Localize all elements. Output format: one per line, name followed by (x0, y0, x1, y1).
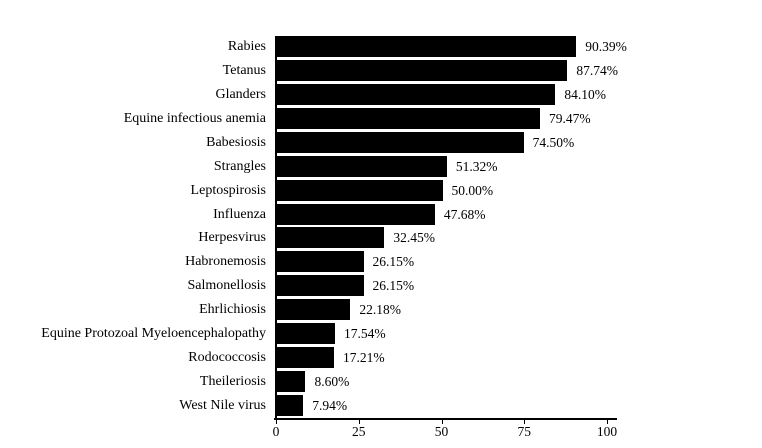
value-label: 90.39% (585, 39, 627, 55)
category-label: Leptospirosis (190, 182, 266, 198)
value-label: 8.60% (314, 373, 350, 389)
value-label: 84.10% (564, 87, 606, 103)
value-label: 32.45% (393, 230, 436, 246)
x-tick-mark (607, 420, 608, 424)
value-label: 7.94% (312, 397, 348, 413)
category-label: Ehrlichiosis (199, 302, 266, 318)
bar (277, 36, 577, 58)
value-label: 22.18% (359, 302, 402, 318)
x-tick-label: 100 (596, 424, 618, 439)
category-label: Equine infectious anemia (123, 111, 266, 127)
value-label: 17.21% (342, 349, 385, 365)
category-label: Strangles (213, 158, 266, 174)
category-label: West Nile virus (179, 397, 266, 413)
bar (277, 227, 385, 249)
x-tick-label: 50 (434, 424, 449, 439)
bar (277, 346, 334, 368)
bar (277, 131, 524, 153)
category-label: Rabies (227, 39, 266, 55)
bar (277, 155, 447, 177)
value-label: 51.32% (455, 158, 498, 174)
x-tick-mark (358, 420, 360, 424)
bar (277, 251, 364, 273)
x-tick-mark (276, 420, 277, 424)
category-label: Babesiosis (206, 134, 266, 150)
category-label: Habronemosis (185, 254, 266, 270)
value-label: 26.15% (372, 278, 415, 294)
category-label: Tetanus (222, 63, 266, 79)
bar (277, 275, 364, 297)
bar (277, 60, 568, 82)
value-label: 74.50% (532, 134, 575, 150)
category-label: Influenza (213, 206, 266, 222)
value-label: 79.47% (549, 111, 591, 127)
bar (277, 203, 435, 225)
category-label: Herpesvirus (198, 230, 266, 246)
category-label: Rodococcosis (188, 349, 266, 365)
bar (277, 84, 556, 106)
x-tick-mark (524, 420, 526, 424)
bar (277, 394, 304, 416)
value-label: 17.54% (344, 325, 386, 341)
category-label: Glanders (215, 87, 266, 103)
value-label: 47.68% (443, 206, 486, 222)
category-label: Equine Protozoal Myeloencephalopathy (41, 325, 266, 341)
value-label: 87.74% (576, 63, 619, 79)
bar (277, 322, 336, 344)
bar (277, 179, 443, 201)
value-label: 50.00% (451, 182, 494, 198)
category-label: Salmonellosis (187, 278, 266, 294)
x-axis (274, 418, 617, 420)
x-tick-mark (441, 420, 443, 424)
x-tick-label: 0 (272, 424, 280, 439)
bar (277, 299, 351, 321)
x-tick-label: 75 (517, 424, 532, 439)
y-axis (275, 36, 277, 420)
x-tick-label: 25 (352, 424, 366, 439)
bar (277, 108, 541, 130)
bar (277, 370, 306, 392)
category-label: Theileriosis (199, 373, 266, 389)
value-label: 26.15% (372, 254, 415, 270)
